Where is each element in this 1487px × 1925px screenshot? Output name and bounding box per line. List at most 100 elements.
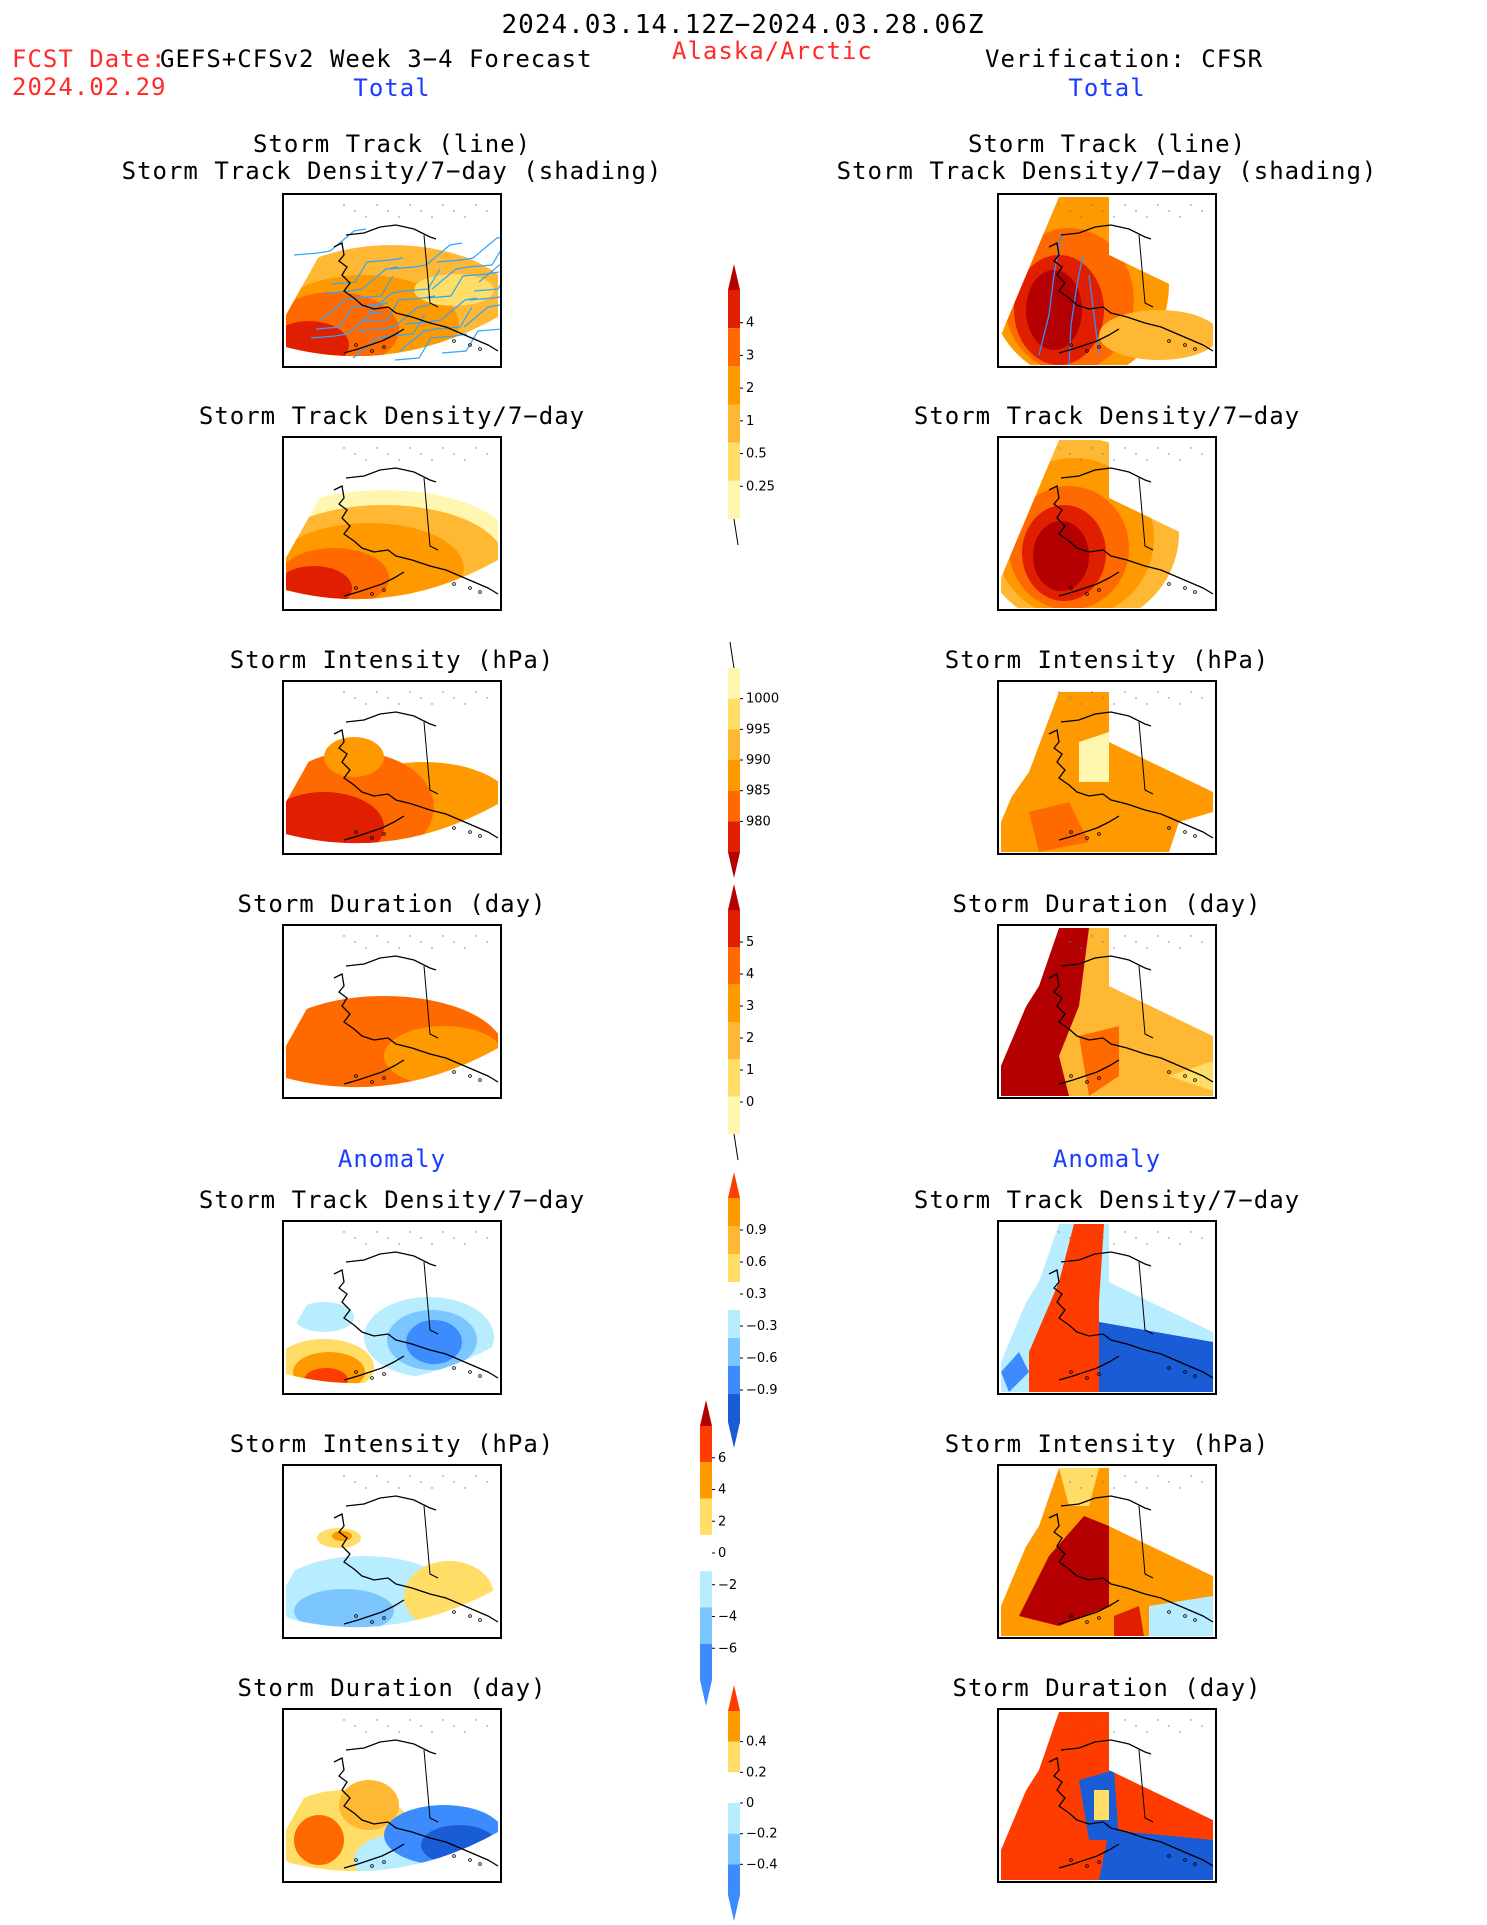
- colorbar-tick-label: −0.9: [746, 1383, 778, 1398]
- left-track-title: Storm Track (line) Storm Track Density/7…: [42, 131, 742, 185]
- colorbar-tick-label: 1: [746, 414, 754, 429]
- colorbar-segment: [728, 1366, 740, 1394]
- colorbar-segment: [700, 1426, 712, 1463]
- colorbar-tick-label: −0.2: [746, 1827, 778, 1842]
- colorbar-tick-label: 5: [746, 935, 754, 950]
- left-anom-intensity-title: Storm Intensity (hPa): [229, 1430, 555, 1458]
- colorbar-segment: [728, 790, 740, 822]
- colorbar-tick-label: 3: [746, 999, 754, 1014]
- colorbar-tick-label: 3: [746, 348, 754, 363]
- colorbar-segment: [728, 1254, 740, 1282]
- colorbar-segment: [728, 328, 740, 367]
- colorbar-segment: [728, 1741, 740, 1773]
- colorbar-tick-label: 1: [746, 1063, 754, 1078]
- colorbar-segment: [728, 1226, 740, 1254]
- left-anom-density-title: Storm Track Density/7−day: [198, 1186, 586, 1214]
- fcst-date-label: FCST Date:: [12, 45, 167, 73]
- colorbar-tick-label: −0.3: [746, 1319, 778, 1334]
- map-left-track: [282, 193, 502, 368]
- map-left-duration: [282, 924, 502, 1099]
- colorbar-density-total: 0.25 0.5 1 2 3 4: [728, 264, 775, 546]
- colorbar-tick-label: 2: [746, 381, 754, 396]
- track-title-shading: Storm Track Density/7−day (shading): [836, 157, 1378, 185]
- colorbar-tick-label: 0.5: [746, 447, 767, 462]
- colorbar-tick-label: −6: [718, 1641, 737, 1656]
- colorbar-tick-label: −2: [718, 1578, 737, 1593]
- colorbar-tick-label: 4: [746, 316, 754, 331]
- colorbar-segment: [728, 821, 740, 852]
- colorbar-segment: [728, 1338, 740, 1366]
- colorbar-segment: [728, 984, 740, 1022]
- colorbar-segment: [728, 1803, 740, 1834]
- colorbar-top-arrow: [728, 264, 740, 290]
- colorbar-tick-label: 0: [718, 1546, 726, 1561]
- colorbar-segment: [728, 1059, 740, 1097]
- map-right-density: [997, 436, 1217, 611]
- map-right-intensity: [997, 680, 1217, 855]
- colorbar-segment: [728, 1022, 740, 1060]
- map-left-intensity: [282, 680, 502, 855]
- colorbar-segment: [728, 760, 740, 791]
- colorbar-tick-label: 0.3: [746, 1287, 767, 1302]
- right-duration-title: Storm Duration (day): [952, 890, 1262, 918]
- colorbar-segment: [728, 1394, 740, 1422]
- colorbar-segment: [728, 910, 740, 948]
- map-right-duration: [997, 924, 1217, 1099]
- verification-title: Verification: CFSR: [985, 45, 1264, 73]
- colorbar-tick-label: 0.6: [746, 1255, 767, 1270]
- right-anom-density-title: Storm Track Density/7−day: [913, 1186, 1301, 1214]
- date-range: 2024.03.14.12Z−2024.03.28.06Z: [501, 10, 985, 40]
- map-left-density: [282, 436, 502, 611]
- colorbar-segment: [728, 404, 740, 443]
- map-left-anom-density: [282, 1220, 502, 1395]
- colorbar-segment: [728, 290, 740, 329]
- map-left-anom-duration: [282, 1708, 502, 1883]
- colorbar-tick-label: 0.2: [746, 1765, 767, 1780]
- left-anom-duration-title: Storm Duration (day): [237, 1674, 547, 1702]
- fcst-date-value: 2024.02.29: [12, 73, 167, 101]
- colorbar-segment: [700, 1534, 712, 1572]
- colorbar-density-anom: −0.9 −0.6 −0.3 0.3 0.6 0.9: [728, 1172, 778, 1448]
- colorbar-segment: [728, 947, 740, 985]
- colorbar-top-arrow: [728, 884, 740, 910]
- colorbar-segment: [728, 1096, 740, 1134]
- colorbar-bottom-arrow: [728, 1895, 740, 1921]
- model-title: GEFS+CFSv2 Week 3−4 Forecast: [160, 45, 593, 73]
- colorbar-tick-label: 4: [746, 967, 754, 982]
- right-anom-duration-title: Storm Duration (day): [952, 1674, 1262, 1702]
- right-total-label: Total: [1068, 74, 1146, 102]
- colorbar-tick-label: 985: [746, 784, 771, 799]
- colorbar-tick-label: 4: [718, 1483, 726, 1498]
- colorbar-segment: [700, 1607, 712, 1644]
- map-right-anom-intensity: [997, 1464, 1217, 1639]
- track-title-line: Storm Track (line): [252, 130, 532, 158]
- colorbar-tick-label: 0.25: [746, 479, 775, 494]
- colorbar-bottom-arrow: [728, 1422, 740, 1448]
- colorbar-segment: [700, 1571, 712, 1608]
- right-anomaly-label: Anomaly: [1052, 1145, 1162, 1173]
- colorbar-segment: [728, 366, 740, 405]
- colorbar-segment: [728, 1310, 740, 1338]
- colorbar-intensity-total: 980 985 990 995 1000: [728, 641, 779, 878]
- colorbar-segment: [728, 1864, 740, 1895]
- colorbar-segment: [728, 442, 740, 481]
- map-right-anom-duration: [997, 1708, 1217, 1883]
- colorbar-tick-label: 0.9: [746, 1223, 767, 1238]
- colorbar-intensity-anom: −6 −4 −2 0 2 4 6: [700, 1400, 737, 1706]
- colorbar-tick-label: −0.4: [746, 1857, 778, 1872]
- left-duration-title: Storm Duration (day): [237, 890, 547, 918]
- colorbar-segment: [728, 480, 740, 519]
- colorbar-tick-label: −4: [718, 1610, 737, 1625]
- colorbar-duration-anom: −0.4 −0.2 0 0.2 0.4: [728, 1685, 778, 1921]
- colorbar-tick-label: 6: [718, 1451, 726, 1466]
- colorbar-segment: [728, 1282, 740, 1310]
- right-intensity-title: Storm Intensity (hPa): [944, 646, 1270, 674]
- colorbar-segment: [728, 1833, 740, 1865]
- colorbar-tick-label: 1000: [746, 692, 779, 707]
- left-anomaly-label: Anomaly: [337, 1145, 447, 1173]
- colorbar-top-arrow: [728, 1172, 740, 1198]
- left-total-label: Total: [353, 74, 431, 102]
- colorbar-segment: [728, 1198, 740, 1226]
- colorbar-bottom-arrow: [728, 852, 740, 878]
- colorbar-segment: [728, 668, 740, 699]
